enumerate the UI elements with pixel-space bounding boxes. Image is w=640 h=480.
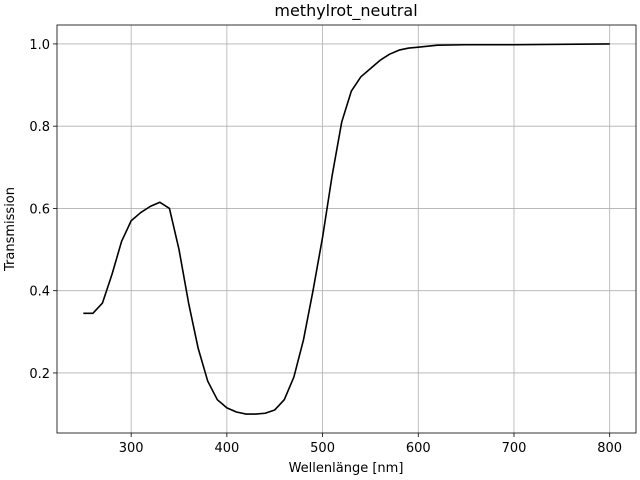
x-tick-label: 800 bbox=[597, 441, 622, 456]
x-tick-label: 700 bbox=[502, 441, 527, 456]
x-tick-label: 500 bbox=[310, 441, 335, 456]
y-tick-label: 0.8 bbox=[29, 120, 50, 135]
y-tick-label: 0.4 bbox=[29, 285, 50, 300]
y-tick-label: 1.0 bbox=[29, 38, 50, 53]
chart-title: methylrot_neutral bbox=[274, 1, 417, 21]
data-line bbox=[83, 43, 610, 415]
y-tick-label: 0.6 bbox=[29, 202, 50, 217]
x-axis-label: Wellenlänge [nm] bbox=[289, 461, 404, 476]
y-tick-label: 0.2 bbox=[29, 367, 50, 382]
plot-frame bbox=[56, 24, 637, 434]
x-tick-label: 300 bbox=[119, 441, 144, 456]
x-tick-label: 600 bbox=[406, 441, 431, 456]
y-axis-label: Transmission bbox=[3, 187, 18, 272]
x-tick-label: 400 bbox=[214, 441, 239, 456]
